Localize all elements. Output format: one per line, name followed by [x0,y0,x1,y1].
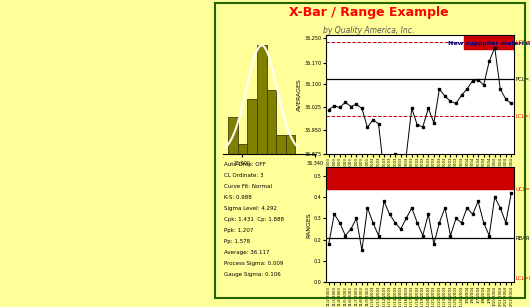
Bar [237,145,248,154]
Text: Cpk: 1.431  Cp: 1.888: Cpk: 1.431 Cp: 1.888 [225,217,285,222]
Text: X-Bar / Range Example: X-Bar / Range Example [288,6,448,19]
Bar [286,135,295,154]
Bar [326,167,514,189]
Text: Gauge Sigma: 0.106: Gauge Sigma: 0.106 [225,272,281,277]
Text: UCL=0.438: UCL=0.438 [515,187,530,192]
Text: Process Sigma: 0.009: Process Sigma: 0.009 [225,261,284,266]
Text: UCL=36.237: UCL=36.237 [515,40,530,45]
Text: Curve Fit: Normal: Curve Fit: Normal [225,184,272,189]
Text: Average: 36.117: Average: 36.117 [225,250,270,255]
Text: PCL=36.117: PCL=36.117 [515,77,530,82]
Text: Sigma Level: 4.292: Sigma Level: 4.292 [225,206,278,211]
Y-axis label: AVERAGES: AVERAGES [297,78,302,111]
Bar [464,35,514,49]
Text: K-S: 0.988: K-S: 0.988 [225,195,252,200]
Bar [257,45,267,154]
Text: RBAR=0.208: RBAR=0.208 [515,235,530,241]
Bar [228,118,237,154]
Bar [267,90,276,154]
Text: Ppk: 1.207: Ppk: 1.207 [225,228,254,233]
Text: New suppplier material: New suppplier material [448,41,530,46]
Text: Pp: 1.578: Pp: 1.578 [225,239,251,244]
Y-axis label: RANGES: RANGES [306,212,311,238]
Text: by Quality America, Inc.: by Quality America, Inc. [323,26,414,35]
Text: Auto Drop: OFF: Auto Drop: OFF [225,161,267,167]
Bar [248,99,257,154]
Text: LCL=0.000: LCL=0.000 [515,276,530,282]
Text: CL Ordinate: 3: CL Ordinate: 3 [225,173,264,178]
Text: LCL=35.997: LCL=35.997 [515,114,530,119]
Bar [276,135,286,154]
